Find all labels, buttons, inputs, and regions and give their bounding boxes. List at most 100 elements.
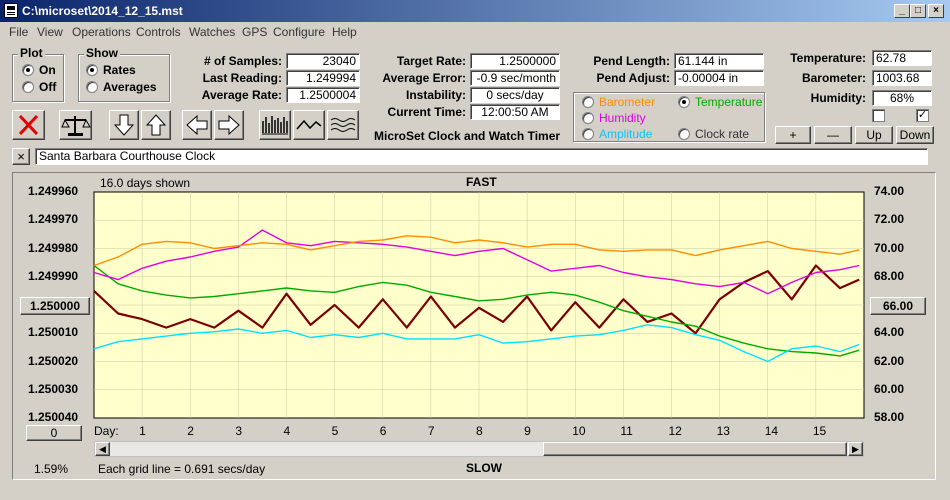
show-rates-radio[interactable]: [86, 64, 98, 76]
target-rate-field[interactable]: 1.2500000: [470, 53, 560, 69]
temperature-label: Temperature:: [790, 51, 866, 65]
x-day-tick-label: 2: [187, 424, 194, 438]
y-right-tick-label: 72.00: [874, 212, 905, 227]
clock-rate-radio[interactable]: [678, 128, 690, 140]
series-rate-line: [93, 264, 860, 335]
show-rates-label[interactable]: Rates: [103, 63, 136, 77]
x-day-tick-label: 7: [427, 424, 435, 438]
right-checkbox[interactable]: ✓: [916, 109, 929, 122]
watch-name-field[interactable]: Santa Barbara Courthouse Clock: [35, 148, 928, 165]
plot-group-label: Plot: [18, 46, 45, 60]
y-left-tick-label: 1.250040: [28, 410, 79, 424]
series-barometer-line: [93, 235, 860, 267]
y-right-tick-label: 58.00: [874, 410, 905, 424]
humidity-label: Humidity:: [810, 91, 866, 105]
left-arrow-button[interactable]: [182, 110, 212, 140]
x-day-tick-label: 15: [812, 424, 827, 438]
series-amplitude-line: [93, 324, 860, 363]
right-arrow-button[interactable]: [214, 110, 244, 140]
menu-help[interactable]: Help: [332, 25, 357, 39]
average-rate-label: Average Rate:: [201, 88, 282, 102]
barometer-option-label[interactable]: Barometer: [599, 95, 656, 109]
grid-lines: [94, 192, 864, 418]
x-day-tick-label: 5: [331, 424, 339, 438]
last-reading-field: 1.249994: [286, 70, 360, 86]
plot-on-label[interactable]: On: [39, 63, 56, 77]
menu-operations[interactable]: Operations: [72, 25, 131, 39]
clear-watch-button[interactable]: ×: [12, 148, 30, 165]
maximize-button[interactable]: □: [910, 4, 926, 18]
arrow-down-icon: [113, 114, 135, 136]
up-button[interactable]: Up: [855, 126, 893, 144]
title-bar[interactable]: C:\microset\2014_12_15.mst _ □ ×: [0, 0, 950, 22]
menu-file[interactable]: File: [9, 25, 29, 39]
bottom-left-button[interactable]: 0: [26, 425, 82, 441]
current-time-label: Current Time:: [387, 105, 466, 119]
scroll-left-arrow-icon[interactable]: ◀: [95, 442, 110, 456]
humidity-radio[interactable]: [582, 112, 594, 124]
up-arrow-button[interactable]: [141, 110, 171, 140]
instability-field: 0 secs/day: [470, 87, 560, 103]
x-day-tick-label: 12: [668, 424, 682, 438]
bars-view-button[interactable]: [259, 110, 291, 140]
plus-button[interactable]: +: [775, 126, 811, 144]
day-prefix-label: Day:: [94, 424, 119, 438]
humidity-option-label[interactable]: Humidity: [599, 111, 646, 125]
amplitude-option-label[interactable]: Amplitude: [599, 127, 653, 141]
x-day-tick-label: 11: [620, 424, 633, 438]
minus-button[interactable]: —: [814, 126, 852, 144]
app-title: MicroSet Clock and Watch Timer: [374, 129, 561, 143]
temperature-radio[interactable]: [678, 96, 690, 108]
left-center-button[interactable]: 1.250000: [20, 297, 90, 315]
y-left-tick-label: 1.250010: [28, 325, 79, 340]
menu-watches[interactable]: Watches: [189, 25, 236, 39]
y-right-tick-label: 68.00: [874, 268, 905, 283]
show-averages-radio[interactable]: [86, 81, 98, 93]
y-right-tick-label: 64.00: [874, 325, 905, 340]
barometer-radio[interactable]: [582, 96, 594, 108]
menu-gps[interactable]: GPS: [242, 25, 268, 39]
samples-field: 23040: [286, 53, 360, 69]
menu-configure[interactable]: Configure: [273, 25, 326, 39]
scroll-thumb[interactable]: [543, 442, 847, 456]
grid-note-label: Each grid line = 0.691 secs/day: [98, 462, 266, 476]
plot-on-radio[interactable]: [22, 64, 34, 76]
down-button[interactable]: Down: [896, 126, 934, 144]
plot-off-label[interactable]: Off: [39, 80, 57, 94]
series-temperature-line: [93, 264, 860, 357]
chart-panel: [12, 172, 936, 480]
wave-view-button[interactable]: [327, 110, 359, 140]
y-right-tick-label: 70.00: [874, 240, 905, 255]
minimize-button[interactable]: _: [894, 4, 910, 18]
slow-label: SLOW: [466, 461, 502, 475]
app-icon[interactable]: [4, 3, 18, 18]
x-day-tick-label: 1: [139, 424, 146, 438]
humidity-field: 68%: [872, 90, 932, 106]
clock-rate-option-label[interactable]: Clock rate: [695, 127, 750, 141]
left-checkbox[interactable]: [872, 109, 885, 122]
amplitude-radio[interactable]: [582, 128, 594, 140]
horizontal-scrollbar[interactable]: ◀ ▶: [94, 441, 864, 457]
bar-chart-icon: [262, 116, 288, 135]
plot-off-radio[interactable]: [22, 81, 34, 93]
window-title: C:\microset\2014_12_15.mst: [22, 4, 183, 18]
temperature-option-label[interactable]: Temperature: [695, 95, 763, 109]
average-error-field: -0.9 sec/month: [470, 70, 560, 86]
scroll-right-arrow-icon[interactable]: ▶: [848, 442, 863, 456]
close-button[interactable]: ×: [928, 4, 944, 18]
clear-x-button[interactable]: [12, 110, 45, 140]
balance-button[interactable]: [59, 110, 92, 140]
y-left-tick-label: 1.249980: [28, 240, 79, 255]
menu-controls[interactable]: Controls: [136, 25, 181, 39]
right-center-button[interactable]: 66.00: [870, 297, 926, 315]
pend-length-field[interactable]: 61.144 in: [674, 53, 764, 69]
line-view-button[interactable]: [293, 110, 325, 140]
x-day-tick-label: 3: [235, 424, 243, 438]
pend-adjust-field[interactable]: -0.00004 in: [674, 70, 764, 86]
series-lines: [93, 229, 860, 363]
line-chart-icon: [296, 119, 322, 130]
menu-view[interactable]: View: [37, 25, 63, 39]
down-arrow-button[interactable]: [109, 110, 139, 140]
show-averages-label[interactable]: Averages: [103, 80, 157, 94]
